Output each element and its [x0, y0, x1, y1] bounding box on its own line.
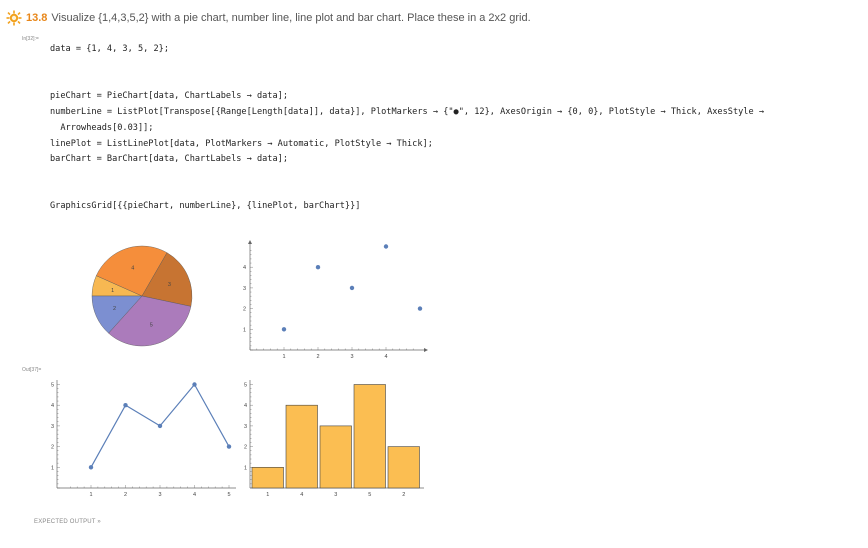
bar — [353, 384, 386, 489]
bar — [387, 446, 420, 489]
bar-label: 4 — [300, 492, 303, 498]
line-point — [123, 403, 128, 408]
code-line-numberline[interactable]: numberLine = ListPlot[Transpose[{Range[L… — [50, 107, 764, 117]
y-tick-label: 2 — [244, 445, 247, 451]
bar — [319, 425, 352, 489]
series-line — [90, 383, 230, 468]
x-tick-label: 2 — [316, 354, 319, 360]
line-point — [88, 465, 94, 470]
y-tick-label: 4 — [243, 265, 246, 271]
code-line-numberline-cont[interactable]: Arrowheads[0.03]]; — [50, 123, 154, 133]
scatter-point — [417, 306, 423, 311]
x-tick-label: 3 — [158, 492, 161, 498]
sun-badge-icon — [6, 10, 22, 26]
bar-label: 2 — [402, 492, 405, 498]
bar — [251, 466, 284, 489]
x-tick-label: 1 — [89, 492, 92, 498]
bar-label: 1 — [266, 492, 269, 498]
pie-label: 1 — [111, 288, 114, 294]
code-line-piechart[interactable]: pieChart = PieChart[data, ChartLabels → … — [50, 91, 288, 101]
expected-output-link[interactable]: EXPECTED OUTPUT » — [34, 519, 101, 525]
y-tick-label: 1 — [243, 327, 246, 333]
code-line-lineplot[interactable]: linePlot = ListLinePlot[data, PlotMarker… — [50, 139, 433, 149]
pie-slice — [141, 252, 193, 307]
exercise-title: Visualize {1,4,3,5,2} with a pie chart, … — [51, 12, 531, 24]
scatter-point — [281, 327, 287, 332]
code-line-barchart[interactable]: barChart = BarChart[data, ChartLabels → … — [50, 154, 288, 164]
y-axis-arrow — [248, 240, 252, 244]
y-tick-label: 3 — [244, 424, 247, 430]
line-point — [157, 423, 163, 429]
y-tick-label: 5 — [244, 383, 247, 389]
y-tick-label: 5 — [51, 383, 54, 389]
pie-label: 5 — [150, 323, 153, 329]
x-tick-label: 5 — [227, 492, 230, 498]
y-tick-label: 4 — [51, 403, 54, 409]
x-tick-label: 4 — [384, 354, 387, 360]
pie-label: 3 — [168, 282, 171, 288]
x-axis-arrow — [424, 348, 428, 352]
line-point — [226, 444, 232, 449]
y-tick-label: 3 — [51, 424, 54, 430]
scatter-point — [383, 244, 389, 249]
y-tick-label: 4 — [244, 403, 247, 409]
bar-label: 5 — [368, 492, 371, 498]
pie-label: 4 — [131, 265, 134, 271]
x-tick-label: 1 — [282, 354, 285, 360]
pie-slice — [91, 275, 143, 297]
pie-slice — [96, 245, 168, 297]
pie-slice — [108, 295, 192, 347]
code-line-data[interactable]: data = {1, 4, 3, 5, 2}; — [50, 44, 169, 54]
y-tick-label: 3 — [243, 286, 246, 292]
line-plot: 1 2 3 4 5 1 2 3 4 5 — [51, 380, 236, 498]
pie-chart: 1 4 3 5 2 — [91, 245, 193, 347]
pie-label: 2 — [113, 306, 116, 312]
x-tick-label: 3 — [350, 354, 353, 360]
bar — [285, 404, 318, 489]
output-cell-label: Out[37]= — [22, 367, 42, 373]
bar-chart: 1 2 3 4 5 1 4 3 5 2 — [244, 380, 424, 498]
bar-label: 3 — [334, 492, 337, 498]
x-tick-label: 2 — [124, 492, 127, 498]
scatter-point — [315, 265, 321, 270]
y-tick-label: 2 — [51, 445, 54, 451]
exercise-header: 13.8 Visualize {1,4,3,5,2} with a pie ch… — [6, 9, 531, 27]
number-line-plot: 1 2 3 4 1 2 3 4 — [243, 240, 428, 360]
exercise-number: 13.8 — [26, 12, 48, 24]
scatter-point — [349, 285, 355, 291]
code-line-graphicsgrid[interactable]: GraphicsGrid[{{pieChart, numberLine}, {l… — [50, 201, 361, 211]
line-point — [192, 382, 197, 387]
y-tick-label: 1 — [51, 465, 54, 471]
x-tick-label: 4 — [193, 492, 196, 498]
y-tick-label: 2 — [243, 307, 246, 313]
pie-slice — [91, 295, 143, 334]
input-cell-label: In[32]:= — [22, 36, 39, 42]
y-tick-label: 1 — [244, 465, 247, 471]
